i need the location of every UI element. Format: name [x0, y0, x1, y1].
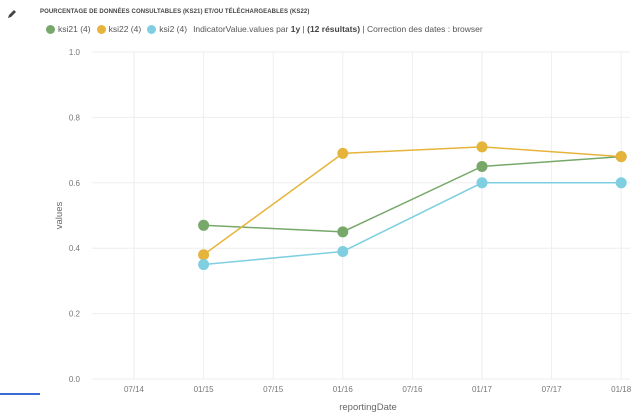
legend-item-ksi21[interactable]: ksi21 (4): [46, 24, 91, 34]
legend-item-ksi22[interactable]: ksi22 (4): [96, 24, 142, 34]
series-line-1: [203, 146, 622, 256]
query-info-suffix: | Correction des dates : browser: [360, 24, 483, 34]
data-point-2-3: [615, 177, 627, 189]
data-point-0-0: [198, 219, 210, 231]
x-tick-label: 07/17: [542, 385, 563, 394]
data-point-0-2: [476, 160, 488, 172]
chart-title: POURCENTAGE DE DONNÉES CONSULTABLES (KS2…: [40, 9, 310, 15]
query-info-interval: 1y: [290, 24, 301, 34]
legend-swatch-ksi2: [147, 24, 157, 34]
focus-indicator: [0, 393, 40, 395]
y-tick-label: 0.4: [69, 244, 81, 253]
legend: ksi21 (4) ksi22 (4) ksi2 (4) IndicatorVa…: [46, 24, 483, 34]
x-tick-label: 07/14: [124, 385, 145, 394]
x-axis-title: reportingDate: [339, 402, 397, 413]
data-point-1-1: [337, 147, 349, 159]
legend-swatch-ksi22: [96, 24, 106, 34]
legend-label-ksi2: ksi2 (4): [159, 24, 188, 34]
query-info-prefix: IndicatorValue.values par: [193, 24, 291, 34]
x-tick-label: 07/16: [402, 385, 423, 394]
query-info-count: (12 résultats): [307, 24, 361, 34]
query-info-sep: |: [300, 24, 308, 34]
y-tick-label: 0.0: [69, 375, 81, 384]
pencil-icon[interactable]: [6, 8, 18, 20]
x-tick-label: 01/16: [333, 385, 354, 394]
y-tick-label: 0.2: [69, 310, 81, 319]
x-tick-label: 01/17: [472, 385, 493, 394]
series-line-0: [203, 155, 622, 233]
legend-label-ksi21: ksi21 (4): [58, 24, 91, 34]
data-point-0-1: [337, 226, 349, 238]
data-point-1-0: [198, 249, 210, 261]
y-tick-label: 0.8: [69, 113, 81, 122]
legend-swatch-ksi21: [46, 24, 55, 34]
data-point-2-2: [476, 177, 488, 189]
x-tick-label: 01/18: [611, 385, 632, 394]
data-point-1-2: [476, 141, 488, 153]
x-tick-label: 01/15: [194, 385, 215, 394]
data-point-2-1: [337, 245, 349, 257]
legend-item-ksi2[interactable]: ksi2 (4): [147, 24, 187, 34]
data-point-2-0: [198, 259, 210, 271]
y-axis-title: values: [54, 202, 65, 230]
query-info: IndicatorValue.values par 1y | (12 résul…: [193, 24, 483, 34]
legend-label-ksi22: ksi22 (4): [108, 24, 142, 34]
y-tick-label: 0.6: [69, 179, 81, 188]
data-point-1-3: [615, 151, 627, 163]
x-tick-label: 07/15: [263, 385, 284, 394]
series-line-2: [203, 182, 622, 266]
y-tick-label: 1.0: [69, 48, 81, 57]
